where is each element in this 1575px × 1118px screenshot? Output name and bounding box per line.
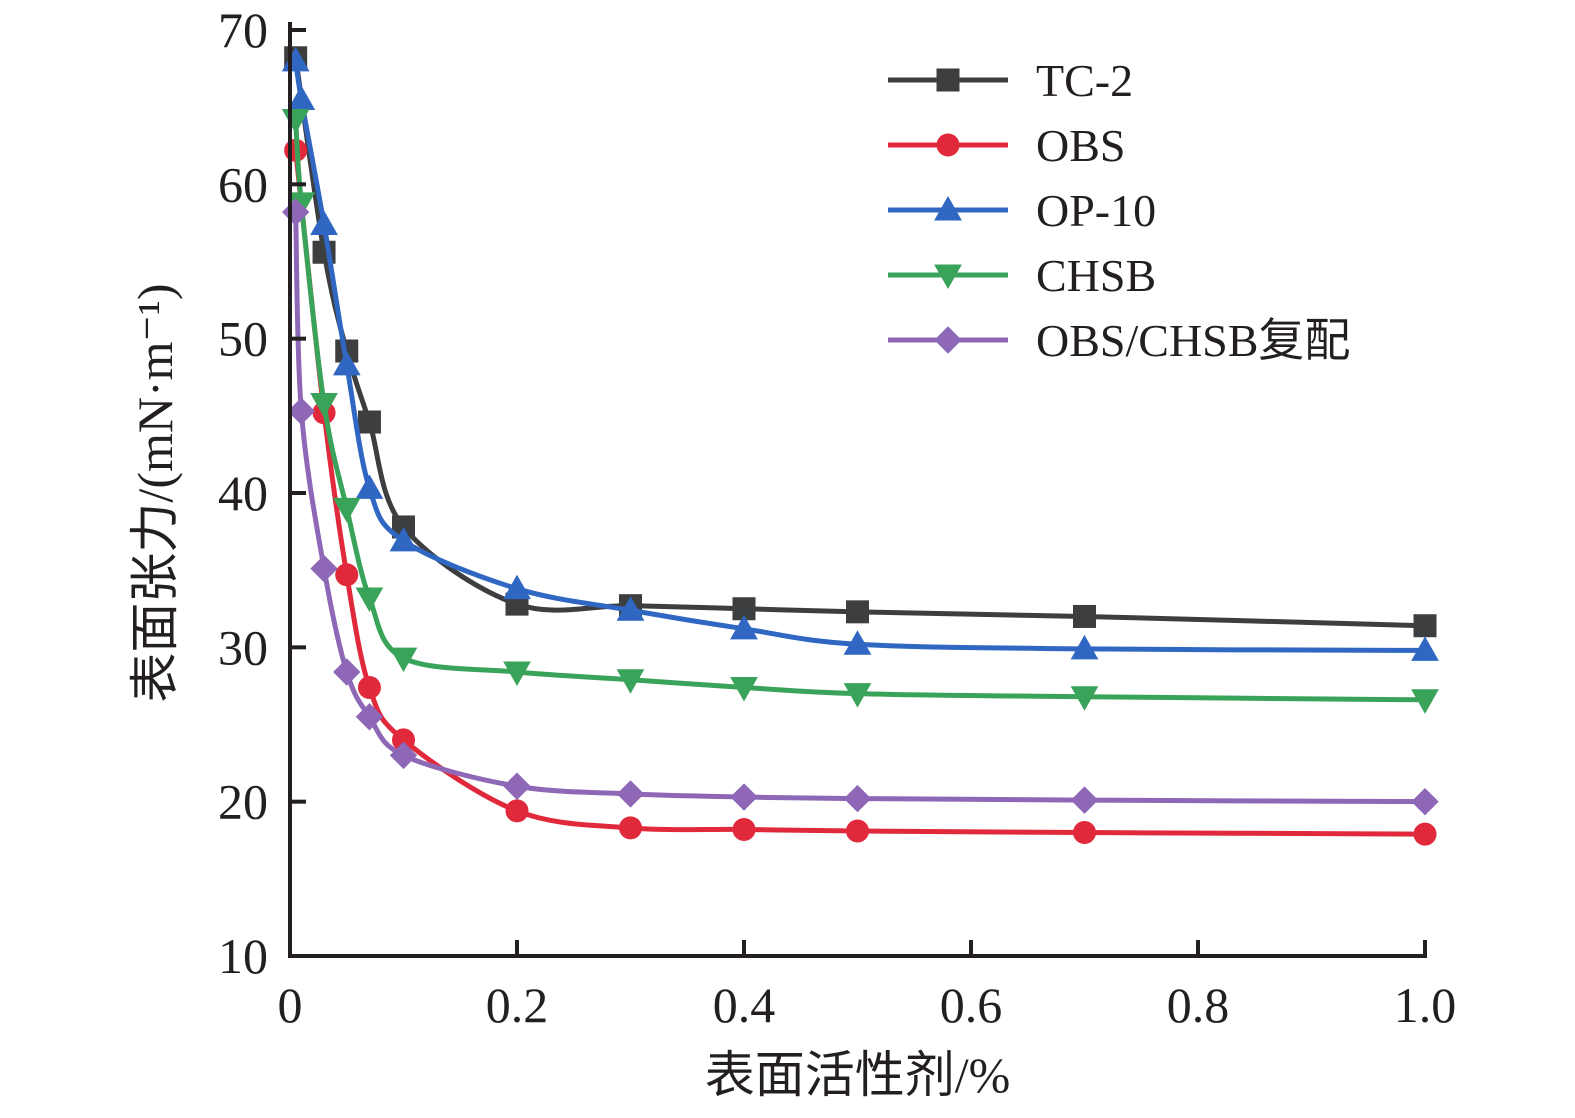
data-point <box>732 817 756 841</box>
data-point <box>846 600 869 624</box>
data-point <box>1070 786 1099 814</box>
series-op-10 <box>281 46 1439 661</box>
data-point <box>619 816 642 840</box>
data-point <box>332 350 361 376</box>
data-point <box>310 554 338 583</box>
legend-label: OP-10 <box>1036 185 1156 236</box>
y-tick-label: 70 <box>218 2 268 58</box>
legend: TC-2 OBS OP-10 CHSB OBS/CHSB复配 <box>888 55 1350 366</box>
data-point <box>357 675 381 699</box>
data-point <box>1070 686 1099 711</box>
series-chsb <box>281 109 1439 714</box>
data-point <box>1073 821 1096 845</box>
data-point <box>1413 822 1437 846</box>
data-point <box>843 683 872 708</box>
legend-entry: OP-10 <box>888 185 1156 236</box>
data-point <box>616 780 645 808</box>
legend-entry: CHSB <box>888 250 1156 301</box>
x-tick-label: 0 <box>278 977 303 1033</box>
legend-entry: OBS/CHSB复配 <box>888 315 1350 366</box>
y-tick-label: 40 <box>218 465 268 521</box>
data-point <box>389 741 418 770</box>
data-point <box>730 614 758 640</box>
data-point <box>730 676 758 702</box>
data-point <box>357 410 381 434</box>
data-point <box>503 661 531 687</box>
y-tick-label: 50 <box>218 311 268 367</box>
data-point <box>333 658 361 686</box>
data-point <box>287 397 316 425</box>
data-point <box>730 783 758 811</box>
y-tick-label: 10 <box>218 928 268 984</box>
legend-marker <box>934 326 962 354</box>
x-tick-label: 1.0 <box>1394 977 1457 1033</box>
data-point <box>843 784 872 813</box>
data-point <box>1073 604 1096 628</box>
data-point <box>503 772 531 800</box>
x-tick-label: 0.6 <box>940 977 1003 1033</box>
series-line <box>293 150 1426 837</box>
series-obs <box>284 138 1437 846</box>
data-point <box>505 799 529 823</box>
legend-label: OBS/CHSB复配 <box>1036 315 1350 366</box>
data-point <box>1413 614 1437 638</box>
data-point <box>389 647 418 673</box>
data-point <box>616 669 645 694</box>
legend-label: OBS <box>1036 120 1125 171</box>
data-point <box>1411 636 1439 661</box>
legend-label: CHSB <box>1036 250 1156 301</box>
data-point <box>332 497 361 523</box>
ticks-layer: 0 0.2 0.4 0.6 0.8 1.0 10 20 30 40 50 60 70 <box>218 2 1456 1033</box>
x-tick-label: 0.2 <box>486 977 549 1033</box>
series-line <box>293 212 1426 805</box>
legend-marker <box>934 264 962 290</box>
data-point <box>335 563 359 587</box>
x-tick-label: 0.4 <box>713 977 776 1033</box>
y-axis-title: 表面张力/(mN·m⁻¹) <box>127 283 183 702</box>
data-point <box>1411 787 1439 816</box>
legend-entry: OBS <box>888 120 1125 171</box>
x-tick-label: 0.8 <box>1167 977 1230 1033</box>
data-point <box>1411 689 1439 714</box>
legend-marker <box>936 133 960 157</box>
data-point <box>310 392 338 418</box>
legend-entry: TC-2 <box>888 55 1133 106</box>
series-layer <box>281 46 1439 846</box>
data-point <box>389 526 418 552</box>
legend-label: TC-2 <box>1036 55 1133 106</box>
data-point <box>287 85 316 110</box>
data-point <box>1070 634 1099 660</box>
y-tick-label: 30 <box>218 619 268 675</box>
y-tick-label: 20 <box>218 774 268 830</box>
data-point <box>355 587 384 612</box>
data-point <box>616 596 645 621</box>
data-point <box>843 630 872 655</box>
legend-marker <box>934 195 962 221</box>
axes-layer <box>288 22 1427 958</box>
data-point <box>503 574 531 600</box>
data-point <box>355 703 384 731</box>
x-axis-title: 表面活性剂/% <box>705 1047 1011 1103</box>
data-point <box>355 474 384 499</box>
data-point <box>846 819 869 843</box>
data-point <box>310 210 338 235</box>
y-tick-label: 60 <box>218 156 268 212</box>
series-obs-chsb <box>281 198 1439 816</box>
legend-marker <box>936 68 960 92</box>
